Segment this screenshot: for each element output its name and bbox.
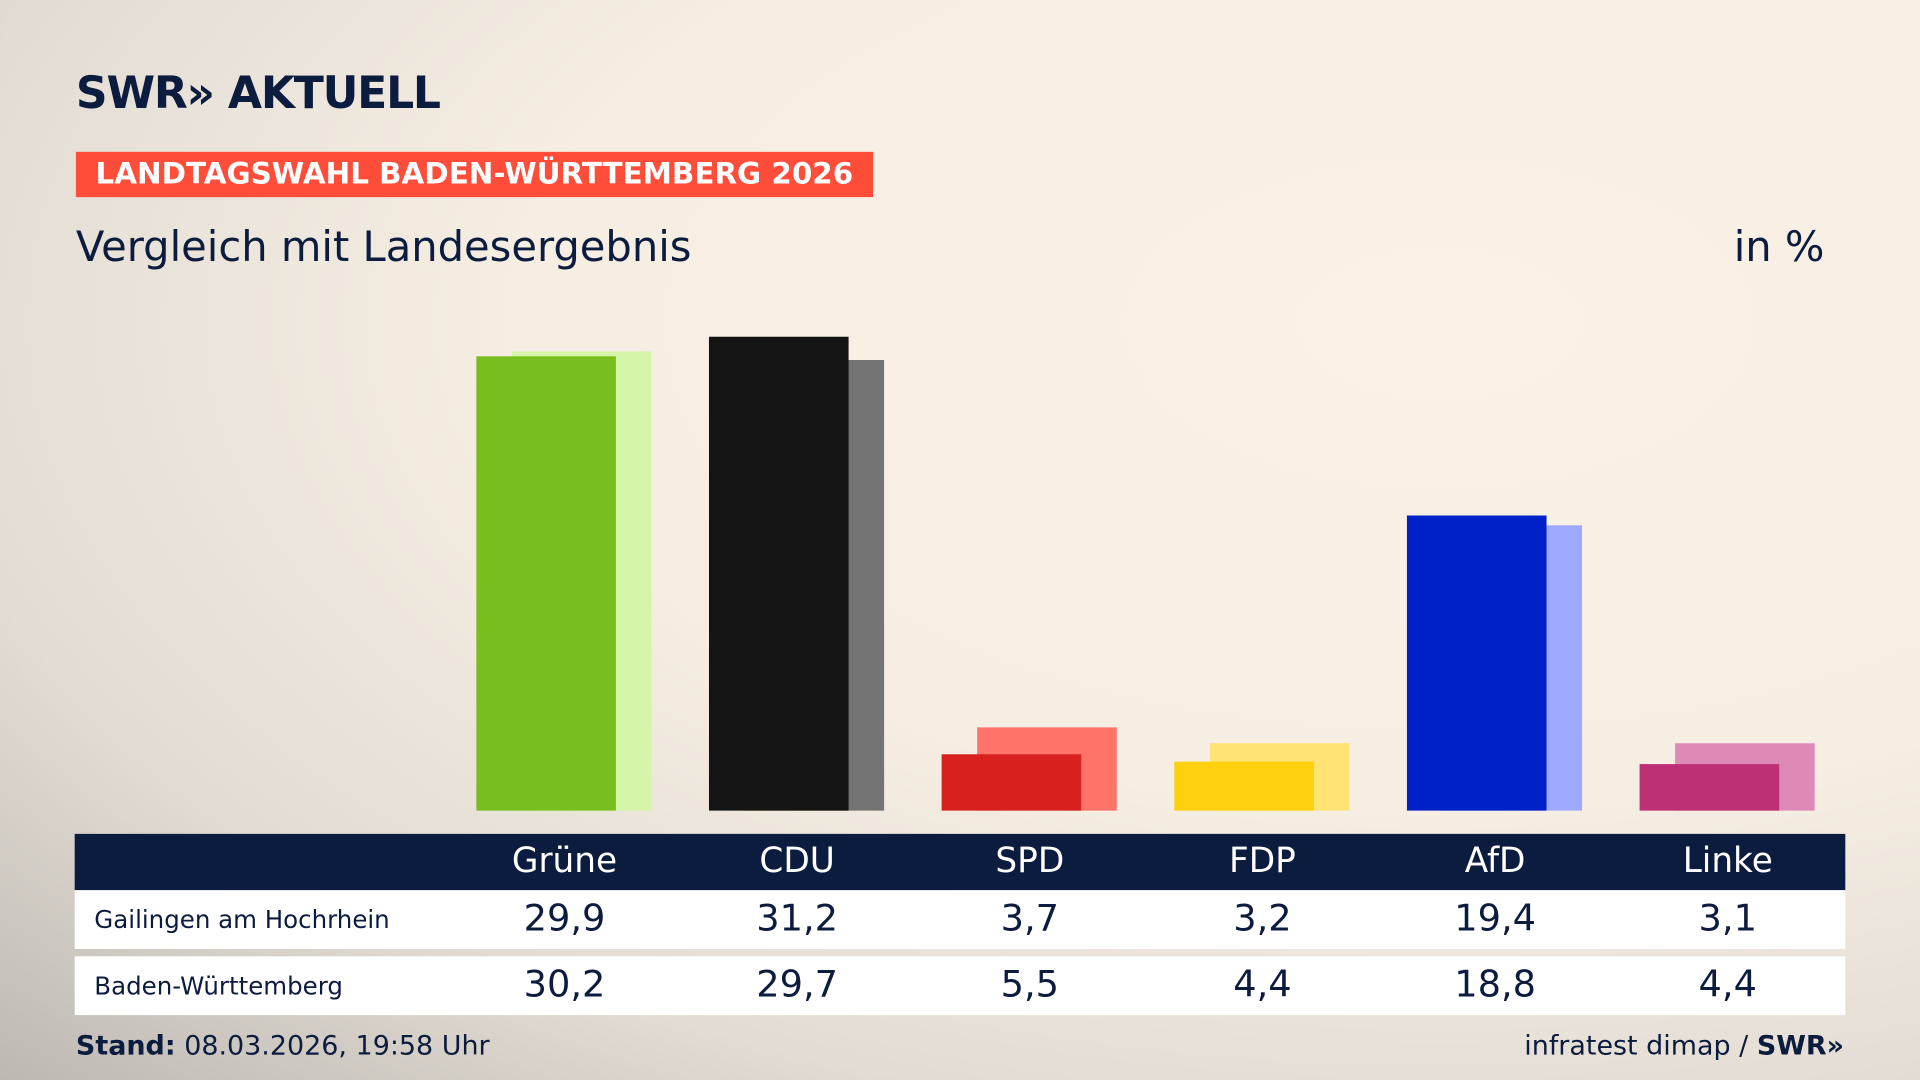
source-text: infratest dimap / [1524, 1031, 1757, 1062]
source: infratest dimap / SWR» [1524, 1031, 1844, 1062]
row-label: Gailingen am Hochrhein [94, 904, 390, 935]
column-header: CDU [759, 840, 835, 881]
value-cell: 29,7 [756, 963, 839, 1007]
local-bar-grüne [476, 356, 616, 811]
column-header: FDP [1229, 840, 1296, 881]
local-bar-linke [1639, 763, 1780, 811]
local-bar-afd [1406, 515, 1547, 811]
table-header: Grüne CDU SPD FDP AfD Linke [74, 833, 1846, 891]
value-cell: 3,7 [1000, 897, 1060, 941]
value-cell: 29,9 [523, 897, 606, 941]
election-badge: LANDTAGSWAHL BADEN-WÜRTTEMBERG 2026 [75, 151, 873, 198]
local-bar-fdp [1174, 761, 1314, 811]
swr-aktuell-logo: SWR» AKTUELL [75, 68, 441, 119]
value-cell: 4,4 [1698, 963, 1757, 1007]
column-header: SPD [995, 840, 1065, 881]
value-cell: 4,4 [1233, 963, 1292, 1007]
column-header: AfD [1464, 840, 1526, 881]
row-label: Baden-Württemberg [94, 971, 343, 1001]
value-cell: 31,2 [756, 897, 839, 941]
table-row: Gailingen am Hochrhein 29,9 31,2 3,7 3,2 19,… [74, 890, 1846, 949]
value-cell: 30,2 [523, 963, 606, 1007]
column-header: Grüne [511, 840, 618, 881]
table-row: Baden-Württemberg 30,2 29,7 5,5 4,4 18,8 4,4 [74, 956, 1846, 1016]
unit-label: in % [1733, 222, 1825, 272]
value-cell: 18,8 [1454, 963, 1536, 1007]
value-cell: 19,4 [1454, 897, 1536, 941]
value-cell: 3,2 [1233, 897, 1292, 941]
value-cell: 5,5 [1000, 963, 1060, 1007]
swr-logo: SWR» [1756, 1031, 1845, 1062]
column-header: Linke [1682, 840, 1773, 881]
timestamp: Stand: 08.03.2026, 19:58 Uhr [76, 1031, 490, 1062]
local-bar-spd [941, 754, 1082, 811]
chart-subtitle: Vergleich mit Landesergebnis [75, 222, 692, 272]
local-bar-cdu [708, 336, 849, 811]
stand-label: Stand: [75, 1031, 176, 1062]
value-cell: 3,1 [1698, 897, 1757, 941]
stand-value: 08.03.2026, 19:58 Uhr [184, 1031, 490, 1062]
